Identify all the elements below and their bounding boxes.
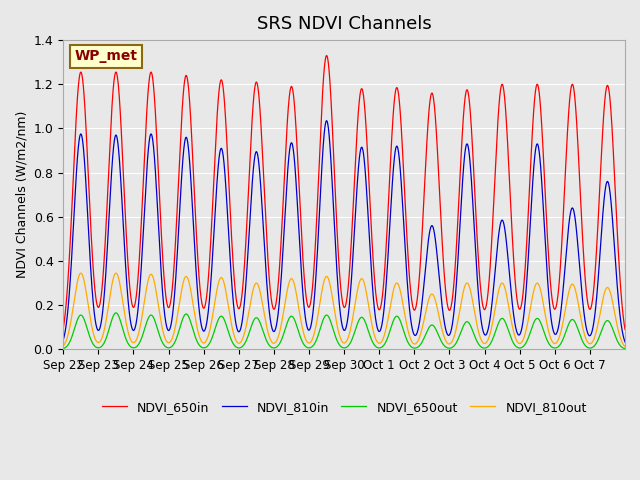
NDVI_650in xyxy=(387,155,394,161)
Y-axis label: NDVI Channels (W/m2/nm): NDVI Channels (W/m2/nm) xyxy=(15,111,28,278)
NDVI_810in xyxy=(402,258,410,264)
NDVI_650out xyxy=(621,346,629,351)
NDVI_650in xyxy=(60,325,67,331)
NDVI_650in xyxy=(488,237,495,242)
NDVI_650in xyxy=(275,270,283,276)
NDVI_650in xyxy=(79,78,86,84)
NDVI_650in xyxy=(324,55,332,60)
NDVI_650in xyxy=(402,215,410,220)
NDVI_650out xyxy=(79,314,86,320)
NDVI_810out xyxy=(79,273,86,279)
Text: WP_met: WP_met xyxy=(74,49,138,63)
Line: NDVI_810out: NDVI_810out xyxy=(63,273,625,347)
NDVI_810in xyxy=(488,302,495,308)
NDVI_810in xyxy=(324,120,332,125)
NDVI_810out xyxy=(60,343,67,349)
NDVI_810out xyxy=(275,331,283,336)
NDVI_650out xyxy=(488,338,495,344)
Line: NDVI_650out: NDVI_650out xyxy=(63,313,625,348)
NDVI_650out xyxy=(402,335,410,340)
NDVI_810in xyxy=(79,140,86,145)
Legend: NDVI_650in, NDVI_810in, NDVI_650out, NDVI_810out: NDVI_650in, NDVI_810in, NDVI_650out, NDV… xyxy=(97,396,591,419)
NDVI_650out xyxy=(112,310,120,316)
NDVI_810out xyxy=(112,270,120,276)
Line: NDVI_810in: NDVI_810in xyxy=(63,121,625,342)
NDVI_810in xyxy=(621,339,629,345)
NDVI_810out xyxy=(387,301,394,307)
NDVI_650out xyxy=(387,326,394,332)
NDVI_810out xyxy=(621,344,629,349)
NDVI_650out xyxy=(324,312,332,318)
NDVI_650out xyxy=(60,346,67,351)
NDVI_650in xyxy=(621,326,629,332)
NDVI_810in xyxy=(60,337,67,343)
Line: NDVI_650in: NDVI_650in xyxy=(63,56,625,329)
NDVI_650out xyxy=(275,341,283,347)
NDVI_810out xyxy=(324,274,332,280)
NDVI_810out xyxy=(402,318,410,324)
NDVI_810in xyxy=(323,118,330,124)
NDVI_810in xyxy=(275,301,283,307)
NDVI_650in xyxy=(323,53,330,59)
Title: SRS NDVI Channels: SRS NDVI Channels xyxy=(257,15,431,33)
NDVI_810in xyxy=(387,208,394,214)
NDVI_810out xyxy=(488,324,495,330)
